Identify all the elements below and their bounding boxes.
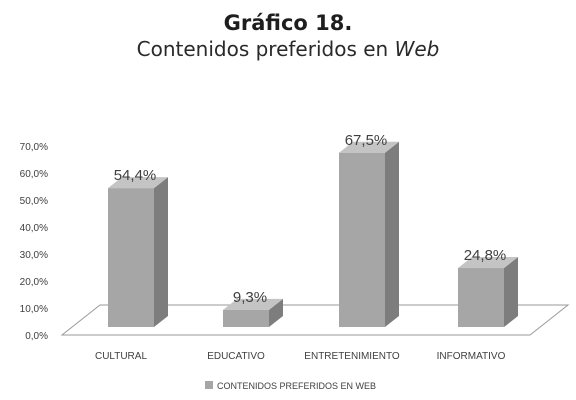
bar-side-cultural	[154, 177, 168, 327]
y-tick-label: 40,0%	[20, 223, 48, 234]
data-label-entretenimiento: 67,5%	[345, 132, 388, 149]
y-tick-label: 0,0%	[25, 331, 48, 342]
legend-swatch	[205, 381, 213, 389]
data-label-informativo: 24,8%	[464, 247, 507, 264]
y-tick-label: 20,0%	[20, 277, 48, 288]
y-tick-label: 50,0%	[20, 196, 48, 207]
category-label: CULTURAL	[95, 351, 147, 362]
y-tick-label: 30,0%	[20, 250, 48, 261]
chart-title: Gráfico 18.	[223, 11, 353, 35]
y-tick-label: 60,0%	[20, 169, 48, 180]
data-label-cultural: 54,4%	[114, 167, 157, 184]
chart-heading: Gráfico 18. Contenidos preferidos en Web	[0, 10, 576, 62]
chart-floor	[60, 304, 570, 336]
chart-subtitle: Contenidos preferidos en Web	[0, 36, 576, 62]
bar-side-entretenimiento	[385, 141, 399, 327]
bar-top-educativo	[223, 298, 283, 310]
bar-side-educativo	[269, 298, 283, 327]
y-tick-label: 10,0%	[20, 304, 48, 315]
bar-educativo	[223, 309, 269, 327]
data-label-educativo: 9,3%	[233, 289, 267, 306]
bar-informativo	[458, 268, 504, 327]
bar-top-entretenimiento	[339, 141, 399, 153]
y-tick-label: 70,0%	[20, 142, 48, 153]
category-label: ENTRETENIMIENTO	[304, 351, 400, 362]
category-label: EDUCATIVO	[207, 351, 265, 362]
legend-label: CONTENIDOS PREFERIDOS EN WEB	[217, 381, 376, 391]
category-label: INFORMATIVO	[437, 351, 506, 362]
chart-subtitle-text: Contenidos preferidos en	[136, 37, 395, 61]
bar-side-informativo	[504, 257, 518, 327]
bar-entretenimiento	[339, 152, 385, 327]
chart-subtitle-italic: Web	[394, 37, 440, 61]
bar-cultural	[108, 188, 154, 327]
bar-top-cultural	[108, 177, 168, 189]
bar-top-informativo	[458, 257, 518, 269]
